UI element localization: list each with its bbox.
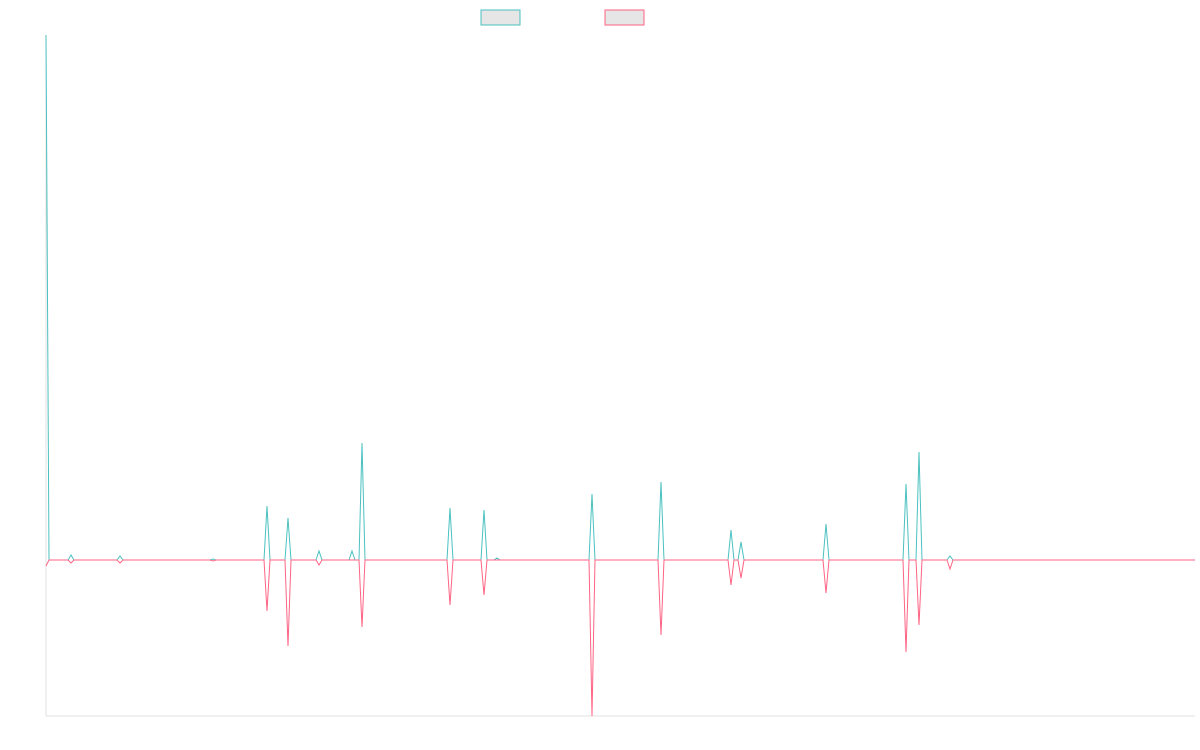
legend-swatch[interactable] xyxy=(604,9,645,26)
data-line xyxy=(45,34,1195,561)
legend-swatch[interactable] xyxy=(480,9,521,26)
data-line xyxy=(45,559,1195,717)
